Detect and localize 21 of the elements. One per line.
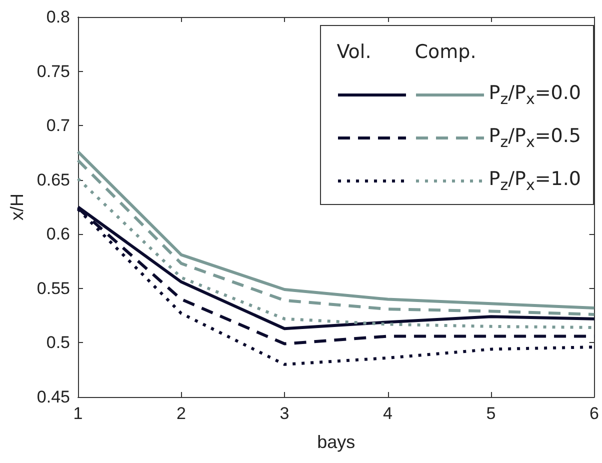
y-tick-label: 0.8 xyxy=(46,8,70,26)
annotation: Comp. xyxy=(414,40,478,64)
y-tick-label: 0.55 xyxy=(36,278,70,298)
x-tick-label: 2 xyxy=(176,404,186,423)
x-tick-label: 6 xyxy=(590,404,600,423)
y-tick-label: 0.7 xyxy=(46,116,70,136)
x-tick-label: 4 xyxy=(383,404,392,423)
y-tick-label: 0.65 xyxy=(36,170,70,190)
x-tick-label: 1 xyxy=(73,404,83,423)
legend-label: P$_{z}$/P$_{x}$=1.0 xyxy=(488,166,582,196)
y-tick-label: 0.45 xyxy=(36,388,70,406)
legend-label: P$_{z}$/P$_{x}$=0.5 xyxy=(488,124,582,152)
x-tick-label: 3 xyxy=(280,404,290,423)
y-axis-title: x/H xyxy=(7,194,27,220)
y-tick-label: 0.6 xyxy=(46,224,70,244)
legend-label: P$_{z}$/P$_{x}$=0.0 xyxy=(488,80,582,110)
annotation: Vol. xyxy=(336,40,372,64)
x-axis-title: bays xyxy=(317,432,356,452)
x-tick-label: 5 xyxy=(486,404,496,423)
y-tick-label: 0.75 xyxy=(36,62,70,81)
y-tick-label: 0.5 xyxy=(46,333,70,352)
